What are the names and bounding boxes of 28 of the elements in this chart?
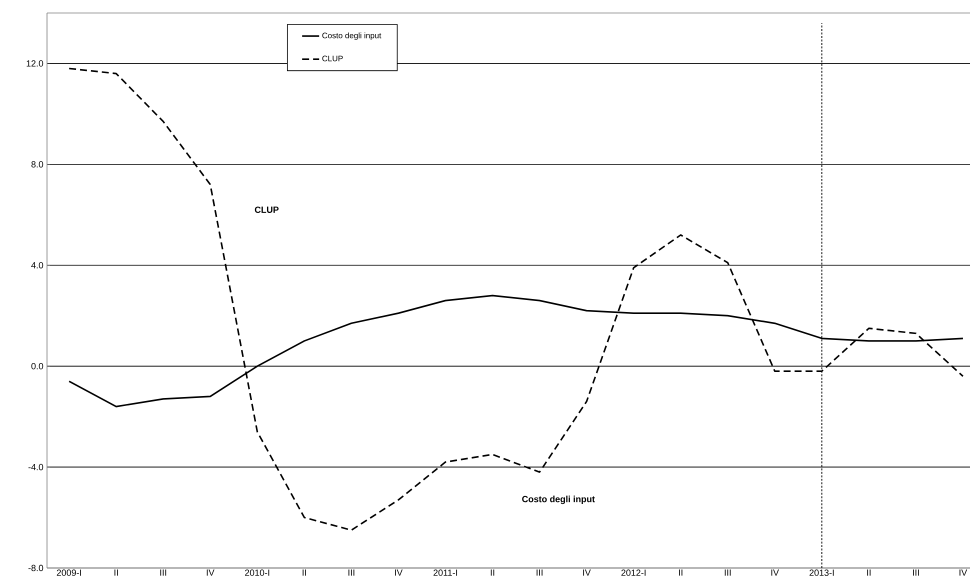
x-tick-label: II: [867, 570, 871, 576]
x-tick-label: III: [913, 570, 919, 576]
x-tick-label: 2009-I: [56, 570, 82, 576]
y-tick-label: -8.0: [28, 564, 44, 572]
x-tick-label: 2012-I: [621, 570, 646, 576]
y-tick-label: 12.0: [26, 60, 44, 67]
annotation: CLUP: [254, 206, 279, 213]
x-tick-label: IV: [583, 570, 591, 576]
x-tick-label: IV: [771, 570, 779, 576]
x-tick-label: II: [302, 570, 306, 576]
x-tick-label: IV: [206, 570, 214, 576]
x-tick-label: II: [490, 570, 494, 576]
x-tick-label: IV: [395, 570, 403, 576]
x-tick-label: II: [114, 570, 118, 576]
x-tick-label: III: [724, 570, 731, 576]
annotation: Costo degli input: [522, 496, 595, 504]
y-tick-label: -4.0: [28, 464, 44, 470]
x-tick-label: 2010-I: [245, 570, 270, 576]
x-tick-label: 2013-I: [810, 570, 834, 576]
x-tick-label: IV: [960, 570, 968, 576]
x-tick-label: 2011-I: [434, 570, 458, 576]
y-tick-label: 8.0: [31, 161, 44, 168]
y-tick-label: 0.0: [31, 362, 44, 370]
x-tick-label: III: [160, 570, 166, 576]
x-tick-label: III: [536, 570, 542, 576]
x-tick-label: II: [679, 570, 682, 576]
y-tick-label: 4.0: [31, 262, 44, 268]
x-tick-label: III: [348, 570, 354, 576]
